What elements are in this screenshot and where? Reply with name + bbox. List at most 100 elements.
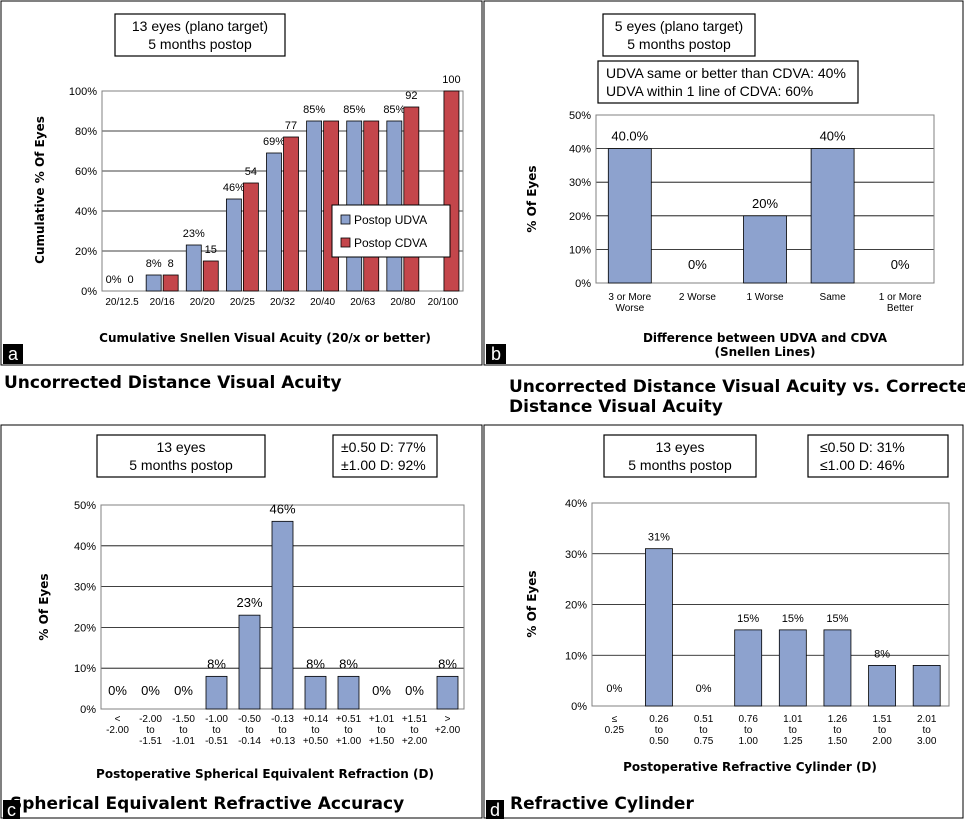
data-label-udva: 23% [183,228,205,240]
panel-d-stats-line2: ≤1.00 D: 46% [820,457,905,473]
data-label: 0% [405,683,424,698]
chart-c: 0%10%20%30%40%50%0%<-2.000%-2.00to-1.510… [37,500,465,781]
x-axis-label: Postoperative Refractive Cylinder (D) [623,760,877,774]
x-tick-label: Better [887,303,914,314]
panel-b-letter-box [486,344,506,364]
y-tick-label: 30% [569,177,591,189]
x-tick-label: to [410,725,419,736]
x-axis-label: Difference between UDVA and CDVA [643,331,888,345]
panel-d-info-line2: 5 months postop [628,457,732,473]
x-tick-label: to [245,725,254,736]
bar [271,520,294,710]
data-label: 0% [891,257,910,272]
panel-b-letter: b [491,344,501,364]
x-tick-label: 20/80 [390,297,415,308]
x-tick-label: 0.51 [694,714,714,725]
x-tick-label: to [377,725,386,736]
data-label: 8% [438,656,457,671]
x-tick-label: -0.51 [205,736,228,747]
y-tick-label: 20% [75,246,97,258]
x-tick-label: +2.00 [435,725,461,736]
x-tick-label: 2.01 [917,714,937,725]
y-tick-label: 30% [565,549,587,561]
y-tick-label: 10% [565,650,587,662]
bar [304,675,327,710]
bar-cdva [242,182,259,292]
data-label: 15% [737,613,759,625]
data-label-udva: 85% [383,104,405,116]
panel-b-caption-line1: Uncorrected Distance Visual Acuity vs. C… [509,377,965,397]
bar-udva [145,274,162,292]
bar [436,675,459,710]
y-tick-label: 60% [75,166,97,178]
data-label: 0% [141,683,160,698]
bar-udva [185,244,202,292]
x-tick-label: to [311,725,320,736]
bar-cdva [443,90,460,292]
x-tick-label: +0.13 [270,736,296,747]
panel-a-info-line2: 5 months postop [148,36,252,52]
x-tick-label: 3 or More [608,292,651,303]
panel-d-info-line1: 13 eyes [655,439,704,455]
panel-c-stats-line1: ±0.50 D: 77% [341,439,426,455]
data-label-udva: 69% [263,136,285,148]
data-label: 8% [339,656,358,671]
data-label: 46% [269,501,295,516]
x-tick-label: 1.50 [828,736,848,747]
x-tick-label: 0.75 [694,736,714,747]
data-label-udva: 85% [303,104,325,116]
y-tick-label: 80% [75,126,97,138]
x-axis-label: (Snellen Lines) [715,345,816,359]
x-tick-label: 20/100 [428,297,459,308]
bar [823,629,852,707]
legend-swatch-udva [340,214,351,225]
bar-cdva [162,274,179,292]
x-tick-label: +0.50 [303,736,329,747]
x-tick-label: +0.51 [336,714,362,725]
x-tick-label: 0.25 [605,725,625,736]
bar [607,148,652,284]
x-tick-label: 1.01 [783,714,803,725]
x-tick-label: +1.50 [369,736,395,747]
data-label: 0% [108,683,127,698]
y-tick-label: 0% [571,701,587,713]
x-tick-label: 20/40 [310,297,335,308]
y-tick-label: 10% [74,663,96,675]
panel-d-stats-line1: ≤0.50 D: 31% [820,439,905,455]
y-tick-label: 40% [75,206,97,218]
y-tick-label: 20% [565,600,587,612]
bar [337,675,360,710]
x-tick-label: 1 or More [879,292,922,303]
panel-b-info-box [602,13,756,57]
x-tick-label: Worse [615,303,644,314]
x-tick-label: 20/20 [190,297,215,308]
x-tick-label: 2.00 [872,736,892,747]
y-tick-label: 40% [74,541,96,553]
panel-d-stats-box [807,434,949,478]
y-tick-label: 50% [74,500,96,512]
bar [778,629,807,707]
panel-c-caption: Spherical Equivalent Refractive Accuracy [10,794,404,814]
data-label-cdva: 77 [285,120,297,132]
data-label-cdva: 54 [245,166,257,178]
data-label: 0% [372,683,391,698]
x-tick-label: 0.26 [649,714,669,725]
legend-swatch-cdva [340,237,351,248]
bar [743,215,787,284]
legend-label-cdva: Postop CDVA [354,236,427,250]
bar [810,148,855,284]
y-tick-label: 0% [81,286,97,298]
x-tick-label: +2.00 [402,736,428,747]
x-tick-label: -0.50 [238,714,261,725]
data-label-udva: 0% [106,274,122,286]
data-label-cdva: 100 [442,74,460,86]
panel-b-caption-line2: Distance Visual Acuity [509,397,723,417]
panel-d-frame [483,424,964,819]
x-tick-label: -0.13 [271,714,294,725]
panel-b-info-line1: 5 eyes (plano target) [615,18,743,34]
x-tick-label: to [179,725,188,736]
plot-area [591,502,950,707]
panel-d-info-box [603,434,757,478]
panel-d-letter-box [486,800,504,819]
